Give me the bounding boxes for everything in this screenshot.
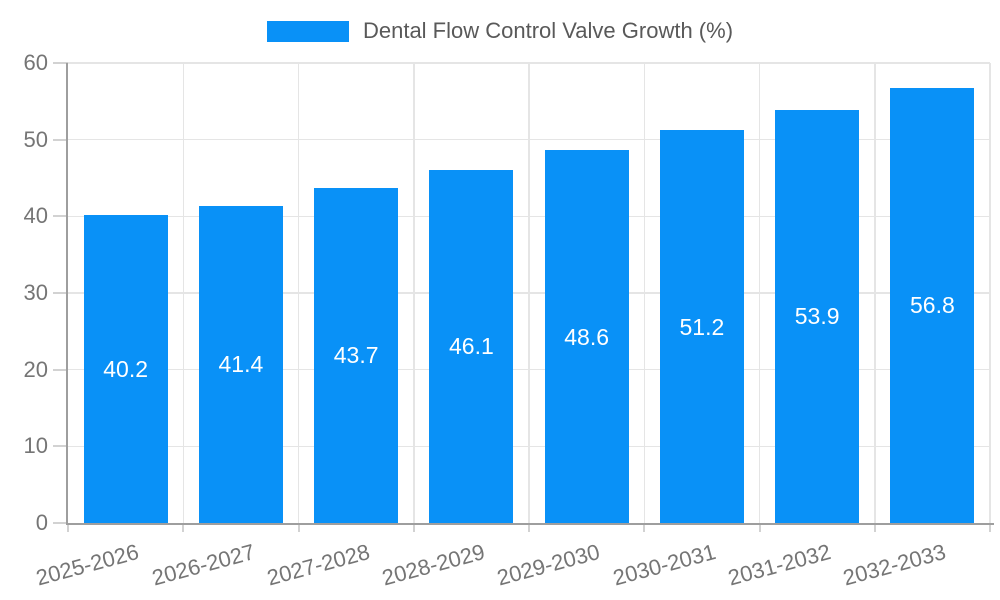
- legend-label: Dental Flow Control Valve Growth (%): [362, 18, 734, 43]
- gridline-vertical: [182, 63, 184, 523]
- y-axis-tick: [53, 445, 68, 448]
- x-axis-tick: [182, 523, 185, 532]
- y-axis-tick: [53, 62, 68, 64]
- x-axis-line: [66, 523, 994, 525]
- x-axis-tick-label: 2027-2028: [264, 539, 373, 591]
- x-axis-tick: [528, 523, 530, 532]
- gridline-vertical: [989, 63, 991, 523]
- bar: [314, 187, 399, 523]
- bar-value-label: 41.4: [218, 351, 264, 378]
- bar: [429, 169, 514, 523]
- x-axis-tick-label: 2028-2029: [379, 539, 488, 591]
- y-axis-tick-label: 30: [23, 280, 48, 305]
- gridline-vertical: [297, 63, 300, 523]
- y-axis-tick-label: 10: [23, 433, 48, 459]
- bar-value-label: 46.1: [448, 333, 494, 360]
- gridline-vertical: [874, 63, 876, 523]
- y-axis-tick: [53, 138, 68, 141]
- x-axis-tick: [67, 523, 69, 532]
- x-axis-tick: [873, 523, 876, 532]
- bar: [198, 205, 283, 523]
- gridline-vertical: [643, 63, 645, 523]
- x-axis-tick-label: 2026-2027: [148, 539, 258, 591]
- x-axis-tick: [758, 523, 761, 532]
- legend-swatch: [266, 20, 349, 42]
- gridline-vertical: [528, 63, 530, 523]
- bar: [544, 150, 629, 523]
- bar-value-label: 56.8: [909, 292, 955, 319]
- y-axis-tick-label: 0: [35, 510, 48, 535]
- x-axis-tick-label: 2030-2031: [609, 539, 719, 591]
- y-axis-tick-label: 50: [23, 126, 48, 152]
- x-axis-tick-label: 2031-2032: [725, 539, 834, 591]
- bar: [775, 109, 860, 523]
- bar: [83, 214, 168, 523]
- gridline-vertical: [413, 63, 415, 523]
- bar-value-label: 40.2: [103, 355, 148, 382]
- x-axis-tick-label: 2032-2033: [840, 539, 949, 591]
- x-axis-tick: [989, 523, 991, 532]
- y-axis-tick-label: 20: [23, 356, 48, 382]
- y-axis-tick: [53, 368, 68, 371]
- bar-value-label: 53.9: [794, 303, 840, 330]
- x-axis-tick-label: 2029-2030: [494, 539, 603, 591]
- y-axis-tick: [53, 292, 68, 294]
- y-axis-tick-label: 40: [23, 203, 48, 229]
- x-axis-tick: [297, 523, 300, 532]
- y-axis-tick-label: 60: [23, 50, 48, 75]
- bar-value-label: 43.7: [333, 342, 379, 369]
- y-axis-tick: [53, 215, 68, 218]
- bar: [890, 87, 975, 523]
- y-axis-line: [66, 63, 68, 525]
- x-axis-tick-label: 2025-2026: [33, 539, 142, 591]
- bar-value-label: 51.2: [679, 313, 725, 340]
- bar: [659, 130, 744, 523]
- gridline-vertical: [758, 63, 761, 523]
- legend[interactable]: Dental Flow Control Valve Growth (%): [0, 18, 1000, 44]
- y-axis-tick: [53, 522, 68, 524]
- bar-value-label: 48.6: [564, 323, 609, 350]
- x-axis-tick: [643, 523, 646, 532]
- x-axis-tick: [412, 523, 415, 532]
